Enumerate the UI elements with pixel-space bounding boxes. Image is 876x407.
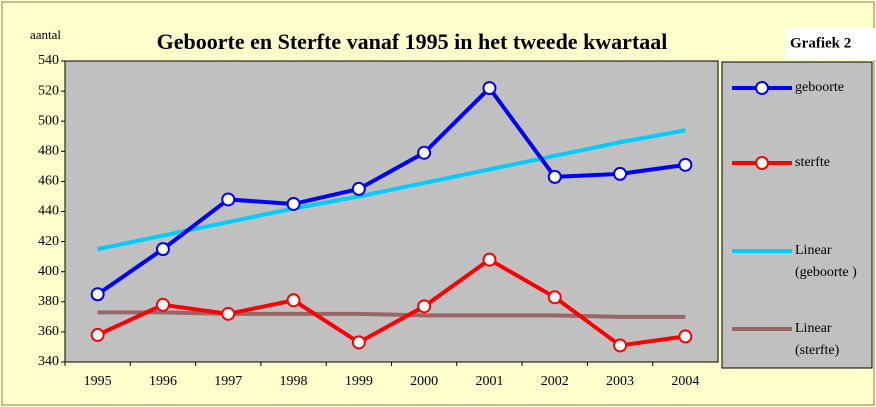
y-tick-label: 540 — [38, 53, 59, 68]
y-tick-label: 380 — [38, 294, 59, 309]
x-tick-label: 2002 — [541, 374, 569, 389]
x-tick-label: 2001 — [475, 374, 503, 389]
y-tick-label: 420 — [38, 234, 59, 249]
legend-box — [721, 61, 873, 369]
data-point — [351, 181, 366, 196]
legend-marker — [755, 81, 769, 95]
legend-label: sterfte — [795, 155, 830, 170]
y-tick-label: 460 — [38, 174, 59, 189]
series-line — [96, 257, 686, 348]
series-line — [97, 128, 686, 252]
series-line — [97, 310, 686, 319]
y-tick-label: 340 — [38, 354, 59, 369]
chart-label: Grafiek 2 — [790, 35, 851, 51]
legend-label: geboorte — [795, 80, 844, 95]
x-tick-label: 2004 — [671, 374, 699, 389]
series-line — [96, 86, 686, 296]
y-tick-label: 400 — [38, 264, 59, 279]
data-point — [613, 166, 628, 181]
data-point — [482, 81, 497, 96]
legend-marker — [755, 156, 769, 170]
y-tick-label: 520 — [38, 83, 59, 98]
data-point — [678, 329, 693, 344]
x-tick-label: 1998 — [280, 374, 308, 389]
x-tick-label: 1995 — [84, 374, 112, 389]
x-tick-label: 2000 — [410, 374, 438, 389]
data-point — [155, 297, 170, 312]
data-point — [286, 293, 301, 308]
data-point — [155, 242, 170, 257]
data-point — [90, 287, 105, 302]
data-point — [90, 327, 105, 342]
data-point — [547, 169, 562, 184]
data-point — [351, 335, 366, 350]
data-point — [547, 290, 562, 305]
legend-label: Linear (geboorte ) — [795, 243, 857, 280]
x-tick-label: 1999 — [345, 374, 373, 389]
data-point — [286, 196, 301, 211]
y-axis-title: aantal — [30, 27, 61, 42]
y-tick-label: 480 — [38, 144, 59, 159]
legend-label: Linear (sterfte) — [795, 321, 840, 358]
data-point — [221, 192, 236, 207]
x-tick-label: 1996 — [149, 374, 177, 389]
data-point — [482, 252, 497, 267]
data-point — [613, 338, 628, 353]
data-point — [417, 299, 432, 314]
data-point — [417, 145, 432, 160]
y-tick-label: 360 — [38, 324, 59, 339]
y-tick-label: 500 — [38, 113, 59, 128]
label-box — [786, 28, 876, 60]
y-tick-label: 440 — [38, 204, 59, 219]
x-tick-label: 1997 — [214, 374, 242, 389]
data-point — [678, 157, 693, 172]
chart-title: Geboorte en Sterfte vanaf 1995 in het tw… — [157, 29, 668, 54]
x-tick-label: 2003 — [606, 374, 634, 389]
data-point — [221, 306, 236, 321]
